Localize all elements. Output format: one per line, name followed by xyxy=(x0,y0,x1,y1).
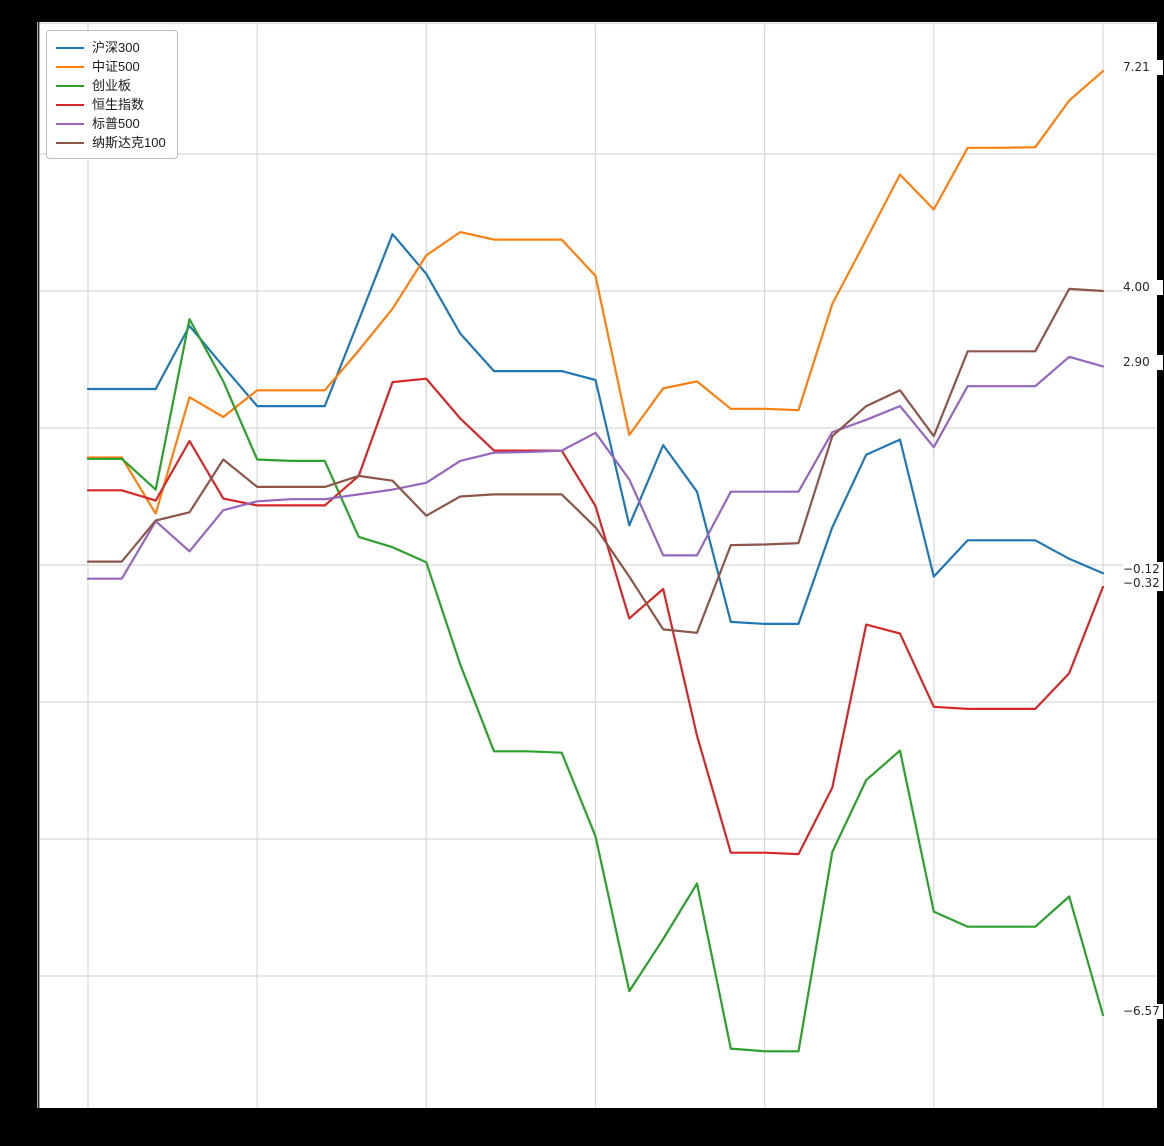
legend: 沪深300 中证500 创业板 恒生指数 标普500 纳斯达克100 xyxy=(46,30,178,159)
end-value-label: 2.90 xyxy=(1123,355,1163,371)
legend-line-swatch xyxy=(56,141,84,144)
legend-item: 纳斯达克100 xyxy=(56,133,168,152)
legend-label: 标普500 xyxy=(92,116,140,131)
legend-label: 纳斯达克100 xyxy=(92,135,166,150)
end-value-label: −0.12 xyxy=(1123,562,1163,578)
legend-item: 标普500 xyxy=(56,114,168,133)
end-value-label: −0.32 xyxy=(1123,575,1163,591)
legend-item: 恒生指数 xyxy=(56,95,168,114)
end-value-label: 4.00 xyxy=(1123,280,1163,295)
legend-line-swatch xyxy=(56,84,84,87)
legend-line-swatch xyxy=(56,65,84,68)
legend-label: 恒生指数 xyxy=(92,97,145,112)
legend-line-swatch xyxy=(56,46,84,49)
end-value-label: −6.57 xyxy=(1123,1004,1163,1020)
legend-label: 创业板 xyxy=(92,78,132,93)
legend-line-swatch xyxy=(56,103,84,106)
end-value-label: 7.21 xyxy=(1123,60,1163,76)
legend-label: 沪深300 xyxy=(92,40,140,55)
legend-item: 创业板 xyxy=(56,76,168,95)
legend-item: 沪深300 xyxy=(56,38,168,57)
legend-label: 中证500 xyxy=(92,59,140,74)
legend-item: 中证500 xyxy=(56,57,168,76)
legend-line-swatch xyxy=(56,122,84,125)
